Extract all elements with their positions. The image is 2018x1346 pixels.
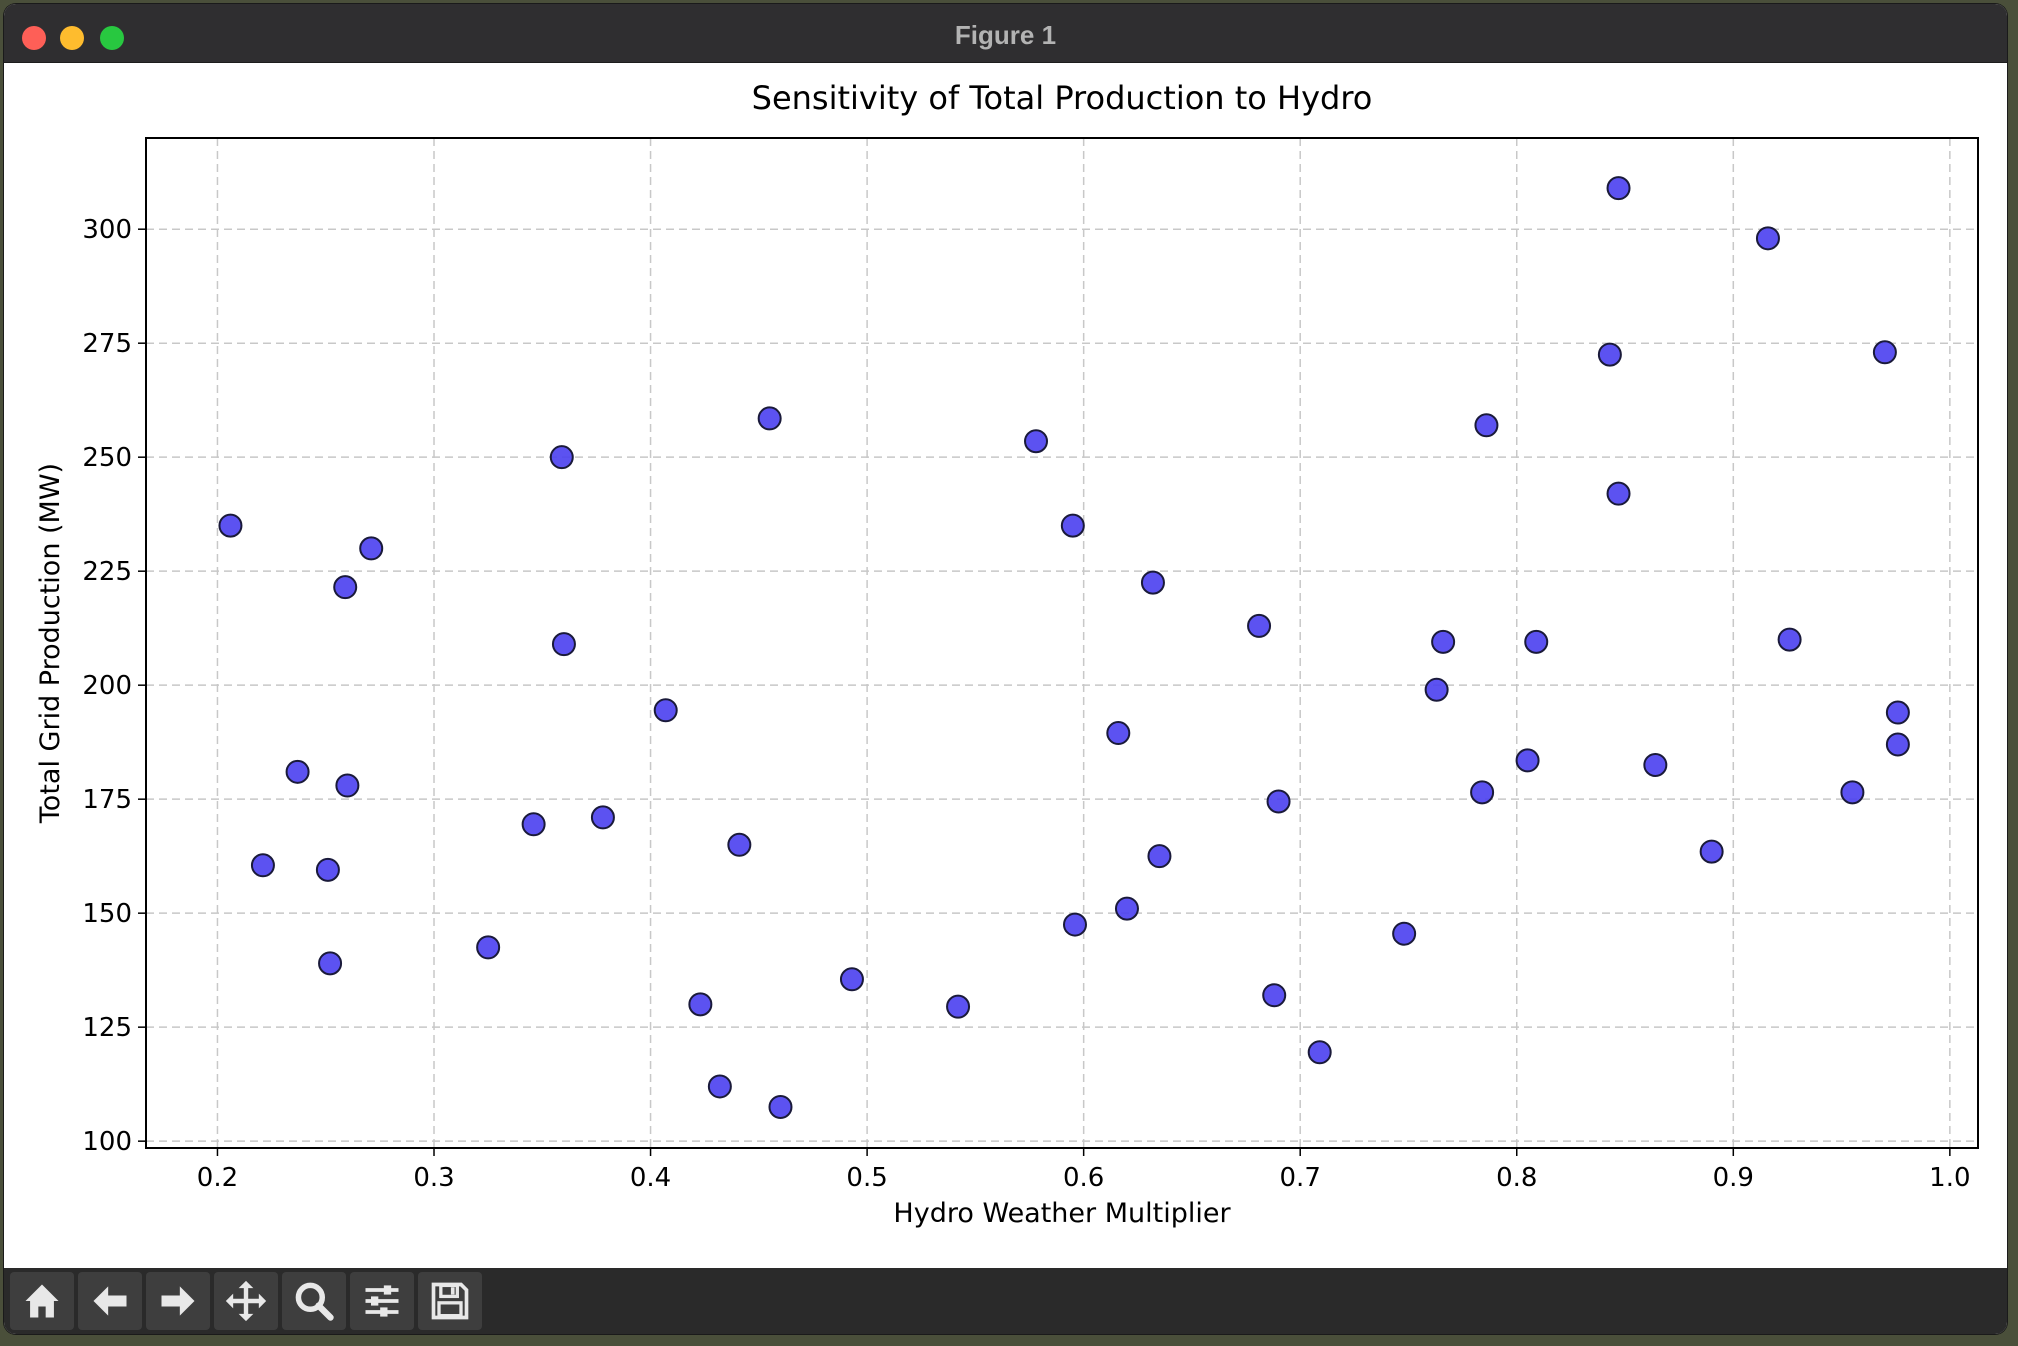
- data-point: [1885, 732, 1910, 757]
- y-axis-label: Total Grid Production (MW): [35, 463, 66, 824]
- data-point: [549, 445, 574, 470]
- x-axis-label: Hydro Weather Multiplier: [893, 1198, 1231, 1229]
- data-point: [1424, 677, 1449, 702]
- y-tick-label: 175: [82, 785, 132, 815]
- pan-icon: [225, 1280, 267, 1322]
- data-point: [1699, 839, 1724, 864]
- data-point: [1060, 513, 1085, 538]
- x-tick-label: 0.2: [197, 1163, 238, 1193]
- zoom-button-tool[interactable]: [282, 1272, 346, 1330]
- minimize-button[interactable]: [60, 26, 84, 50]
- data-point: [1147, 844, 1172, 869]
- data-point: [688, 992, 713, 1017]
- data-point: [218, 513, 243, 538]
- data-point: [1431, 629, 1456, 654]
- data-point: [1643, 752, 1668, 777]
- data-point: [757, 406, 782, 431]
- data-point: [315, 857, 340, 882]
- data-point: [1755, 226, 1780, 251]
- window-title: Figure 1: [954, 20, 1057, 50]
- save-icon: [431, 1282, 469, 1320]
- data-point: [727, 832, 752, 857]
- data-point: [359, 536, 384, 561]
- data-point: [946, 994, 971, 1019]
- y-tick-label: 100: [82, 1127, 132, 1157]
- x-tick-label: 0.5: [846, 1163, 887, 1193]
- chart-title: Sensitivity of Total Production to Hydro: [752, 79, 1373, 117]
- x-tick-label: 1.0: [1929, 1163, 1970, 1193]
- x-tick-label: 0.8: [1496, 1163, 1537, 1193]
- data-point: [1885, 700, 1910, 725]
- data-point: [1606, 176, 1631, 201]
- data-point: [1266, 789, 1291, 814]
- title-bar: Figure 1: [4, 4, 2007, 63]
- x-tick-label: 0.6: [1063, 1163, 1104, 1193]
- data-point: [521, 812, 546, 837]
- back-arrow-icon: [93, 1286, 127, 1316]
- data-point: [1062, 912, 1087, 937]
- configure-subplots-icon: [365, 1285, 399, 1317]
- zoom-button[interactable]: [100, 26, 124, 50]
- data-point: [768, 1094, 793, 1119]
- zoom-icon: [295, 1282, 334, 1321]
- data-point: [1515, 748, 1540, 773]
- forward-button[interactable]: [146, 1272, 210, 1330]
- back-button[interactable]: [78, 1272, 142, 1330]
- data-point: [839, 967, 864, 992]
- data-point: [1474, 413, 1499, 438]
- data-point: [285, 759, 310, 784]
- data-point: [1262, 983, 1287, 1008]
- data-point: [1840, 780, 1865, 805]
- configure-subplots-button[interactable]: [350, 1272, 414, 1330]
- home-icon: [25, 1284, 59, 1318]
- save-button[interactable]: [418, 1272, 482, 1330]
- data-point: [551, 632, 576, 657]
- data-point: [1392, 921, 1417, 946]
- data-point: [1247, 613, 1272, 638]
- y-tick-label: 150: [82, 899, 132, 929]
- x-tick-label: 0.4: [630, 1163, 671, 1193]
- data-point: [1524, 629, 1549, 654]
- forward-arrow-icon: [161, 1286, 195, 1316]
- pan-button[interactable]: [214, 1272, 278, 1330]
- y-tick-label: 275: [82, 329, 132, 359]
- y-axis-ticks: 100 125 150 175 200 225 250 275 300: [82, 215, 146, 1157]
- data-point: [250, 853, 275, 878]
- data-points: [218, 176, 1910, 1119]
- data-point: [1140, 570, 1165, 595]
- data-point: [1606, 481, 1631, 506]
- grid-lines: [146, 138, 1978, 1148]
- data-point: [1114, 896, 1139, 921]
- data-point: [1597, 342, 1622, 367]
- data-point: [1470, 780, 1495, 805]
- data-point: [1872, 340, 1897, 365]
- data-point: [1106, 721, 1131, 746]
- y-tick-label: 300: [82, 215, 132, 245]
- y-tick-label: 250: [82, 443, 132, 473]
- home-button[interactable]: [10, 1272, 74, 1330]
- x-axis-ticks: 0.2 0.3 0.4 0.5 0.6 0.7 0.8 0.9 1.0: [197, 1148, 1971, 1193]
- y-tick-label: 225: [82, 557, 132, 587]
- scatter-chart: Sensitivity of Total Production to Hydro…: [35, 79, 1979, 1229]
- data-point: [318, 951, 343, 976]
- data-point: [1024, 429, 1049, 454]
- data-point: [653, 698, 678, 723]
- y-tick-label: 125: [82, 1013, 132, 1043]
- data-point: [333, 575, 358, 600]
- close-button[interactable]: [22, 26, 46, 50]
- figure-window: Figure 1 Sensitivity of Total Production…: [4, 4, 2007, 1334]
- y-tick-label: 200: [82, 671, 132, 701]
- plot-area-frame: [145, 137, 1979, 1149]
- data-point: [476, 935, 501, 960]
- x-tick-label: 0.9: [1713, 1163, 1754, 1193]
- data-point: [1307, 1040, 1332, 1065]
- navigation-toolbar: [4, 1268, 2007, 1334]
- data-point: [335, 773, 360, 798]
- x-tick-label: 0.3: [413, 1163, 454, 1193]
- figure-canvas[interactable]: Sensitivity of Total Production to Hydro…: [4, 63, 2007, 1268]
- data-point: [590, 805, 615, 830]
- data-point: [1777, 627, 1802, 652]
- data-point: [707, 1074, 732, 1099]
- x-tick-label: 0.7: [1280, 1163, 1321, 1193]
